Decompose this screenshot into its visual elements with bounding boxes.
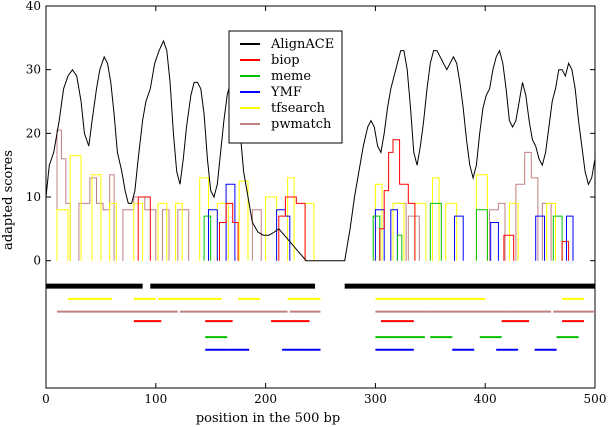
y-axis-label: adapted scores: [1, 150, 16, 250]
series-tfsearch-line: [287, 177, 295, 261]
y-tick-label: 0: [33, 254, 41, 268]
series-biop-line: [561, 241, 570, 261]
series-pwmatch-line: [161, 209, 170, 261]
axis-ticks: 0 100 200 300 400 500 0 10 20 30 40: [26, 0, 607, 406]
series-biop-line: [137, 196, 151, 261]
series-biop-line: [379, 139, 416, 261]
x-tick-label: 100: [144, 392, 167, 406]
series-ymf-line: [490, 222, 499, 261]
series-tfsearch-line: [56, 209, 69, 261]
y-tick-label: 20: [26, 126, 41, 140]
x-tick-label: 500: [584, 392, 607, 406]
series-ymf-line: [454, 215, 464, 261]
series-tfsearch-line: [392, 202, 405, 261]
series-pwmatch-line: [515, 151, 539, 261]
series-tfsearch-line: [445, 202, 458, 261]
series-meme-line: [396, 234, 403, 261]
series-tfsearch-line: [69, 155, 82, 261]
series-meme-line: [552, 215, 563, 261]
legend-label-ymf: YMF: [270, 85, 302, 100]
series-pwmatch-line: [251, 209, 262, 261]
series-tfsearch-line: [238, 180, 249, 261]
x-tick-label: 300: [364, 392, 387, 406]
series-pwmatch-line: [177, 209, 190, 261]
series-tfsearch-line: [157, 202, 168, 261]
legend-label-meme: meme: [271, 69, 311, 84]
legend-label-pwmatch: pwmatch: [271, 117, 332, 132]
series-pwmatch-line: [489, 202, 506, 261]
y-tick-label: 10: [26, 190, 41, 204]
x-axis-label: position in the 500 bp: [196, 411, 340, 426]
y-tick-label: 40: [26, 0, 41, 13]
series-ymf-line: [566, 215, 574, 261]
series-meme-line: [429, 202, 442, 261]
x-tick-label: 200: [254, 392, 277, 406]
series-lines: [45, 39, 596, 262]
x-tick-label: 400: [474, 392, 497, 406]
series-pwmatch-line: [407, 215, 420, 261]
series-ymf-line: [374, 209, 385, 261]
series-ymf-line: [535, 215, 545, 261]
series-tfsearch-line: [109, 202, 117, 261]
series-pwmatch-line: [78, 174, 115, 261]
series-meme-line: [475, 209, 488, 261]
series-tfsearch-line: [91, 174, 102, 261]
series-tfsearch-line: [508, 202, 519, 261]
legend-label-tfsearch: tfsearch: [271, 101, 326, 116]
series-tfsearch-line: [175, 202, 183, 261]
y-tick-label: 30: [26, 63, 41, 77]
series-biop-line: [278, 196, 306, 261]
legend-label-alignace: AlignACE: [270, 37, 334, 52]
series-biop-line: [503, 234, 515, 261]
site-bands: [46, 283, 595, 351]
legend-label-biop: biop: [271, 53, 300, 68]
series-tfsearch-line: [546, 202, 556, 261]
series-tfsearch-line: [432, 177, 440, 261]
x-tick-label: 0: [42, 392, 50, 406]
series-ymf-line: [208, 209, 218, 261]
series-meme-line: [203, 215, 212, 261]
series-alignace-line: [45, 39, 596, 262]
series-biop-line: [219, 202, 239, 261]
